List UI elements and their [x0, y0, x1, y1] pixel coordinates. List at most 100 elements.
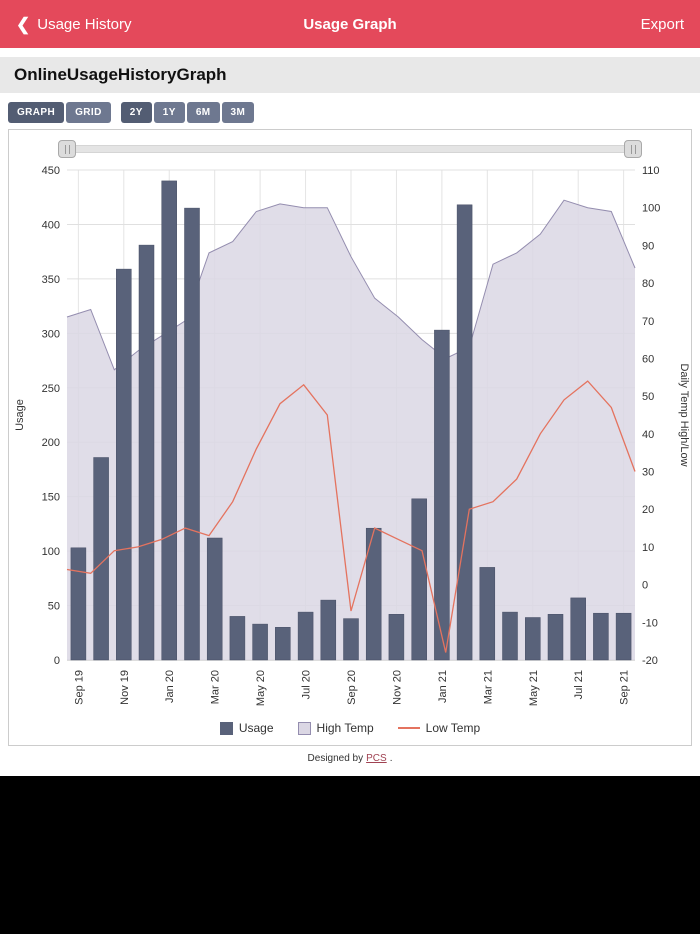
y-axis-tick-label-right: 40 — [642, 429, 654, 441]
y-axis-tick-label-left: 200 — [42, 437, 60, 449]
range-button-2y[interactable]: 2Y — [120, 102, 152, 123]
pcs-link[interactable]: PCS — [366, 752, 387, 764]
legend-label-usage: Usage — [238, 721, 274, 735]
back-button[interactable]: ❮ Usage History — [16, 16, 131, 33]
usage-bar — [388, 614, 405, 661]
page-title: OnlineUsageHistoryGraph — [14, 65, 227, 84]
usage-bar — [525, 617, 541, 661]
legend-item-low-temp[interactable]: Low Temp — [397, 721, 481, 735]
view-button-grid[interactable]: GRID — [66, 102, 111, 123]
usage-bar — [343, 618, 359, 661]
back-chevron-icon: ❮ — [16, 14, 31, 34]
usage-bar — [502, 611, 518, 661]
legend-item-usage[interactable]: Usage — [219, 721, 274, 735]
y-axis-tick-label-right: -10 — [642, 617, 658, 629]
page-title-bar: OnlineUsageHistoryGraph — [0, 57, 700, 93]
page-nav-title: Usage Graph — [303, 15, 397, 33]
y-axis-tick-label-left: 100 — [42, 546, 60, 558]
y-axis-tick-label-right: 30 — [642, 467, 654, 479]
usage-bar — [297, 611, 314, 661]
range-button-3m[interactable]: 3M — [221, 102, 255, 123]
y-axis-tick-label-right: 90 — [642, 240, 654, 252]
x-axis-label: Nov 20 — [391, 670, 403, 705]
chart-panel: 0 50 100 150 200 250 300 350 400 450 -20 -10 0 10 20 30… — [8, 129, 692, 746]
app-screen: ❮ Usage History Usage Graph Export Onlin… — [0, 0, 700, 776]
x-axis-label: Jul 21 — [573, 670, 585, 699]
usage-bar — [93, 457, 109, 661]
designed-by-text: Designed by — [307, 752, 364, 764]
y-axis-tick-label-right: 50 — [642, 391, 654, 403]
usage-bar — [116, 268, 132, 661]
y-axis-tick-label-right: 110 — [642, 165, 660, 177]
y-axis-tick-label-left: 0 — [54, 655, 60, 667]
grip-icon — [630, 144, 636, 154]
usage-bar — [434, 329, 450, 661]
x-axis-label: Sep 19 — [73, 670, 85, 705]
usage-bar — [161, 180, 177, 661]
usage-bar — [320, 599, 337, 661]
usage-bar — [70, 547, 87, 661]
slider-handle-right[interactable] — [624, 140, 642, 158]
y-axis-tick-label-right: 0 — [642, 580, 648, 592]
usage-bar — [593, 612, 609, 661]
usage-bar — [229, 616, 246, 661]
usage-chart[interactable]: 0 50 100 150 200 250 300 350 400 450 -20 -10 0 10 20 30… — [9, 162, 693, 717]
y-axis-tick-label-right: 100 — [642, 203, 660, 215]
footer: Designed by PCS. — [0, 746, 700, 770]
usage-bar — [138, 244, 155, 661]
y-axis-tick-label-right: 80 — [642, 278, 654, 290]
y-axis-tick-label-right: -20 — [642, 655, 658, 667]
chart-legend: Usage High Temp Low Temp — [9, 717, 691, 743]
low-temp-line — [66, 380, 636, 653]
legend-swatch-high-temp — [297, 721, 311, 735]
x-axis-label: Mar 20 — [210, 670, 222, 704]
x-axis-label: Jan 20 — [164, 670, 176, 703]
range-button-1y[interactable]: 1Y — [153, 102, 185, 123]
usage-bar — [252, 623, 268, 661]
usage-bar — [206, 537, 223, 661]
y-axis-tick-label-left: 250 — [42, 383, 60, 395]
y-axis-tick-label-left: 400 — [42, 219, 60, 231]
y-axis-tick-label-left: 450 — [42, 165, 60, 177]
usage-bar — [479, 567, 496, 661]
y-axis-tick-label-right: 10 — [642, 542, 654, 554]
range-button-group: 2Y 1Y 6M 3M — [120, 102, 255, 123]
view-button-group: GRAPH GRID — [8, 102, 111, 123]
slider-handle-left[interactable] — [58, 140, 76, 158]
x-axis-label: Sep 21 — [619, 670, 631, 705]
navbar: ❮ Usage History Usage Graph Export — [0, 0, 700, 48]
y-axis-tick-label-right: 60 — [642, 353, 654, 365]
y-axis-tick-label-left: 150 — [42, 492, 60, 504]
back-label: Usage History — [37, 15, 132, 33]
legend-label-low-temp: Low Temp — [425, 721, 481, 735]
x-axis-label: Nov 19 — [119, 670, 131, 705]
range-slider — [58, 138, 642, 160]
y-axis-tick-label-right: 20 — [642, 504, 654, 516]
usage-bar — [570, 597, 586, 661]
usage-bar — [411, 498, 427, 661]
usage-bar — [547, 614, 564, 661]
y-axis-tick-label-left: 300 — [42, 328, 60, 340]
usage-bar — [365, 527, 382, 661]
left-axis-title: Usage — [14, 399, 26, 431]
x-axis-label: Mar 21 — [482, 670, 494, 704]
x-axis-label: May 20 — [255, 670, 267, 706]
x-axis-label: Jul 20 — [301, 670, 313, 699]
y-axis-tick-label-right: 70 — [642, 316, 654, 328]
range-button-6m[interactable]: 6M — [186, 102, 220, 123]
legend-item-high-temp[interactable]: High Temp — [297, 721, 374, 735]
usage-bar — [184, 207, 200, 661]
export-button[interactable]: Export — [640, 15, 684, 33]
view-button-graph[interactable]: GRAPH — [8, 102, 65, 123]
usage-bar — [275, 627, 291, 661]
grip-icon — [64, 144, 70, 154]
usage-bar — [615, 612, 632, 661]
y-axis-tick-label-left: 350 — [42, 274, 60, 286]
slider-track[interactable] — [67, 145, 633, 153]
legend-label-high-temp: High Temp — [316, 721, 374, 735]
right-axis-title: Daily Temp High/Low — [678, 363, 690, 466]
y-axis-tick-label-left: 50 — [48, 601, 60, 613]
legend-swatch-low-temp — [397, 727, 420, 729]
usage-bar — [456, 204, 473, 661]
legend-swatch-usage — [219, 721, 233, 735]
